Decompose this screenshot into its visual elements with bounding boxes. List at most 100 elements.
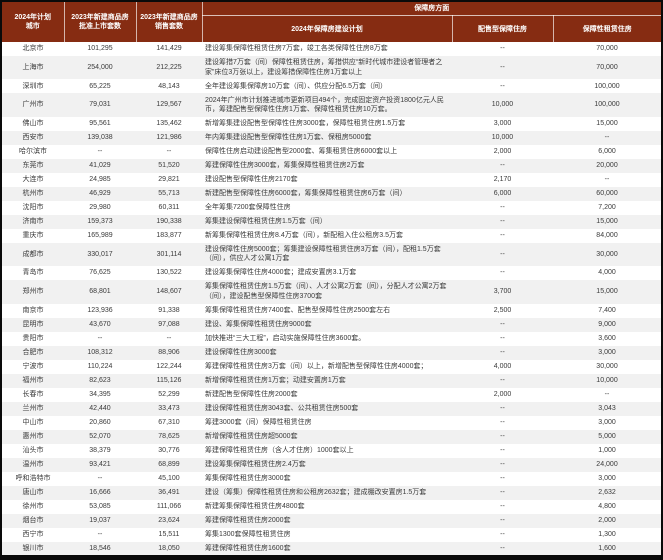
column-header-rental: 保障性租赁住房 [552, 15, 661, 42]
rental-cell: 1,600 [598, 544, 616, 552]
table-row: 济南市 159,373 190,338 筹集建设保障性租赁住房1.5万套（间） -- 15… [2, 214, 661, 229]
rental-cell: 3,000 [598, 418, 616, 426]
city-cell: 呼和浩特市 [15, 474, 51, 482]
allocation-cell: 2,170 [493, 176, 512, 183]
sold-cell: -- [166, 148, 172, 155]
plan-cell: 筹集保障性租赁住房3000套 [205, 474, 291, 482]
plan-cell: 建设筹集保障性租赁住房7万套，竣工各类保障性住房8万套 [205, 45, 388, 53]
sold-cell: 111,066 [156, 502, 182, 510]
approved-cell: 52,070 [89, 432, 111, 440]
allocation-cell: -- [500, 432, 505, 440]
column-group-header-affordable-housing: 保障房方面 [201, 2, 661, 17]
sold-cell: 115,126 [156, 376, 182, 384]
allocation-cell: 2,000 [493, 390, 512, 398]
approved-cell: 42,440 [89, 404, 111, 412]
city-cell: 汕头市 [22, 446, 44, 454]
plan-cell: 筹建保障性住房3000套，筹集保障性租赁住房2万套 [205, 162, 365, 169]
plan-cell: 建设、筹集保障性租赁住房9000套 [205, 320, 312, 328]
city-cell: 合肥市 [22, 348, 44, 356]
plan-cell: 建设筹集保障性住房4000套；建成安置房3.1万套 [205, 269, 357, 277]
city-cell: 惠州市 [22, 432, 44, 440]
rental-cell: 3,600 [598, 334, 616, 342]
approved-cell: 46,929 [89, 190, 111, 197]
table-row: 深圳市 65,225 48,143 全年建设筹集保障房10万套（间）、供应分配6.5万… [2, 79, 661, 93]
allocation-cell: -- [500, 348, 505, 356]
rental-cell: -- [604, 176, 610, 183]
approved-cell: 101,295 [87, 45, 113, 53]
sold-cell: 18,050 [158, 544, 180, 552]
rental-cell: 7,200 [598, 204, 616, 211]
plan-cell: 建设（筹集）保障性租赁住房和公租房2632套；建成棚改安置房1.5万套 [205, 488, 427, 496]
city-cell: 唐山市 [22, 488, 44, 496]
rental-cell: 6,000 [598, 148, 616, 155]
plan-cell: 新建配售型保障性住房2000套 [205, 390, 298, 398]
rental-cell: 1,300 [598, 530, 616, 538]
plan-cell: 筹集保障性租赁住房1.5万套（间）、人才公寓2万套（间），分配人才公寓2万套（间… [205, 283, 447, 300]
allocation-cell: 10,000 [491, 101, 514, 109]
plan-cell: 建设筹措7万套（间）保障性租赁住房，筹措供应“新时代城市建设者管理者之家”床位3… [205, 59, 443, 76]
rental-cell: 20,000 [596, 162, 618, 169]
allocation-cell: -- [500, 45, 505, 53]
table-row: 东莞市 41,029 51,520 筹建保障性住房3000套，筹集保障性租赁住房2万套… [2, 158, 661, 173]
approved-cell: 110,224 [87, 362, 113, 370]
allocation-cell: -- [500, 544, 505, 552]
rental-cell: 9,000 [598, 320, 616, 328]
approved-cell: 41,029 [89, 162, 111, 169]
allocation-cell: 3,700 [493, 288, 512, 296]
sold-cell: 148,607 [156, 288, 182, 296]
approved-cell: 65,225 [89, 82, 111, 90]
approved-cell: 123,936 [87, 306, 113, 314]
table-row: 青岛市 76,625 130,522 建设筹集保障性住房4000套；建成安置房3.1万… [2, 266, 661, 280]
plan-cell: 建设配售型保障性住房2170套 [205, 176, 298, 183]
rental-cell: 4,800 [598, 502, 616, 510]
rental-cell: 3,000 [598, 474, 616, 482]
plan-cell: 新筹集保障性租赁住房8.4万套（间），新配租入住公租房3.5万套 [205, 232, 403, 239]
sold-cell: 60,311 [158, 204, 180, 211]
approved-cell: 16,666 [89, 488, 111, 496]
rental-cell: 15,000 [596, 120, 618, 127]
rental-cell: 100,000 [594, 101, 620, 109]
city-cell: 大连市 [22, 176, 44, 183]
city-cell: 南京市 [22, 306, 44, 314]
allocation-cell: -- [500, 530, 505, 538]
column-header-allocation: 配售型保障住房 [451, 15, 553, 42]
sold-cell: 68,899 [158, 460, 180, 468]
city-cell: 温州市 [22, 460, 44, 468]
city-cell: 银川市 [22, 544, 44, 552]
sold-cell: 212,225 [156, 63, 182, 71]
rental-cell: 1,000 [598, 446, 616, 454]
rental-cell: 70,000 [596, 45, 618, 53]
approved-cell: -- [97, 148, 103, 155]
table-header: 2024年计划 城市 2023年新建商品房 批准上市套数 2023年新建商品房 … [2, 2, 661, 42]
sold-cell: 129,567 [156, 101, 182, 109]
approved-cell: 108,312 [87, 348, 113, 356]
plan-cell: 筹建保障性租赁住房1600套 [205, 544, 291, 552]
table-row: 广州市 79,031 129,567 2024年广州市计划推进城市更新项目494个，完… [2, 93, 661, 117]
approved-cell: 139,038 [87, 134, 113, 141]
rental-cell: -- [604, 134, 610, 141]
allocation-cell: 2,500 [493, 306, 512, 314]
sold-cell: 135,462 [156, 120, 182, 127]
plan-cell: 筹建保障性租赁住房（含人才住房）1000套以上 [205, 446, 354, 454]
table-row: 昆明市 43,670 97,088 建设、筹集保障性租赁住房9000套 -- 9,000 [2, 317, 661, 332]
allocation-cell: -- [500, 502, 505, 510]
approved-cell: -- [97, 334, 103, 342]
table-row: 福州市 82,623 115,126 新增保障性租赁住房1万套；动建安置房1万套 -- 1… [2, 373, 661, 388]
rental-cell: -- [604, 390, 610, 398]
sold-cell: 91,338 [158, 306, 180, 314]
city-cell: 昆明市 [22, 320, 44, 328]
sold-cell: 48,143 [158, 82, 180, 90]
table-row: 汕头市 38,379 30,776 筹建保障性租赁住房（含人才住房）1000套以上 --… [2, 444, 661, 458]
column-header-approved: 2023年新建商品房 批准上市套数 [63, 2, 136, 42]
rental-cell: 10,000 [596, 376, 618, 384]
approved-cell: 29,980 [89, 204, 111, 211]
approved-cell: 76,625 [89, 269, 111, 277]
rental-cell: 7,400 [598, 306, 616, 314]
table-row: 烟台市 19,037 23,624 筹建保障性租赁住房2000套 -- 2,000 [2, 513, 661, 528]
table-row: 郑州市 68,801 148,607 筹集保障性租赁住房1.5万套（间）、人才公寓2万… [2, 280, 661, 304]
sold-cell: 15,511 [158, 530, 180, 538]
plan-cell: 新建筹集保障性租赁住房4800套 [205, 502, 305, 510]
city-cell: 上海市 [22, 63, 44, 71]
city-cell: 成都市 [22, 250, 44, 258]
allocation-cell: 6,000 [493, 190, 512, 197]
